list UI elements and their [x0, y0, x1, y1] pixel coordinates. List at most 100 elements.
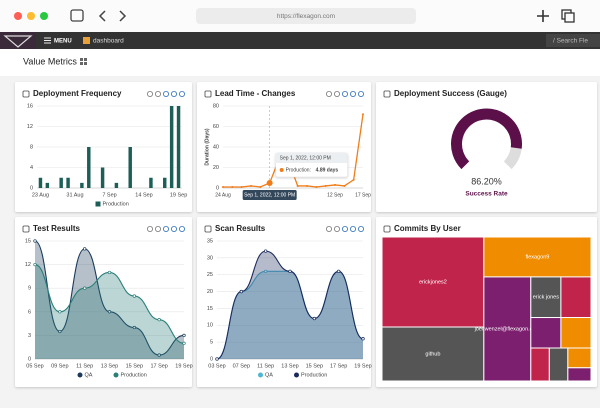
- bar: [80, 182, 84, 188]
- bar: [45, 182, 50, 188]
- y-tick-label: 5: [210, 340, 213, 346]
- menu-label[interactable]: MENU: [54, 39, 72, 45]
- panel-icon: [22, 225, 30, 233]
- treemap-label: erickjones2: [419, 279, 447, 285]
- toolbar-button[interactable]: [325, 91, 332, 98]
- panel-title: Scan Results: [215, 224, 266, 233]
- y-tick-label: 10: [207, 323, 213, 329]
- bar: [87, 147, 91, 188]
- panel-icon: [204, 225, 212, 233]
- x-tick-label: 17 Sep: [330, 363, 347, 369]
- header: [0, 49, 600, 76]
- x-tick-label: 19 Sep: [175, 363, 192, 369]
- point: [83, 247, 87, 251]
- point: [182, 341, 186, 345]
- point: [306, 184, 308, 187]
- gauge-label: Success Rate: [465, 191, 508, 198]
- point: [259, 185, 262, 188]
- x-tick-label: 17 Sep: [355, 192, 371, 198]
- panel-title: Commits By User: [394, 224, 461, 233]
- point: [215, 357, 219, 361]
- bar: [100, 167, 105, 188]
- x-tick-label: 05 Sep: [26, 363, 43, 369]
- area: [35, 264, 184, 359]
- point: [288, 269, 292, 273]
- toolbar-button[interactable]: [341, 91, 348, 98]
- toolbar-button[interactable]: [357, 91, 364, 98]
- x-tick-label: Sep 1, 2022, 12:00 PM: [244, 192, 295, 198]
- legend-swatch: [294, 372, 299, 378]
- x-tick-label: 19 Sep: [170, 192, 187, 198]
- zoom-button[interactable]: [40, 12, 48, 20]
- toolbar-button[interactable]: [154, 225, 161, 232]
- panel-title: Lead Time - Changes: [215, 89, 296, 98]
- toolbar-button[interactable]: [146, 225, 153, 232]
- gauge-track: [503, 146, 522, 170]
- gauge-value-label: 86.20%: [471, 176, 502, 186]
- legend-swatch: [258, 372, 263, 378]
- page-tab[interactable]: dashboard: [93, 38, 124, 45]
- y-tick-label: 0: [216, 185, 219, 191]
- treemap-cell: [381, 236, 485, 328]
- panel-title: Deployment Success (Gauge): [394, 89, 507, 98]
- x-tick-label: 13 Sep: [101, 363, 118, 369]
- toolbar-button[interactable]: [162, 225, 169, 232]
- y-tick-label: 35: [207, 238, 213, 244]
- panel-title: Test Results: [33, 224, 81, 233]
- toolbar-button[interactable]: [170, 225, 177, 232]
- bar: [169, 106, 174, 188]
- toolbar-button[interactable]: [349, 91, 356, 98]
- y-tick-label: 15: [25, 238, 31, 244]
- sidebar-icon[interactable]: [70, 9, 84, 22]
- toolbar-button[interactable]: [341, 225, 348, 232]
- legend-swatch: [113, 372, 119, 378]
- search-box[interactable]: [546, 34, 600, 47]
- point: [132, 325, 136, 330]
- x-tick-label: 03 Sep: [208, 363, 225, 369]
- panel: [376, 82, 597, 212]
- page-icon: [83, 37, 90, 44]
- point: [250, 184, 252, 187]
- y-tick-label: 16: [27, 103, 33, 109]
- toolbar-button[interactable]: [357, 225, 364, 232]
- toolbar-button[interactable]: [170, 91, 177, 98]
- toolbar-button[interactable]: [178, 225, 185, 232]
- toolbar-button[interactable]: [325, 225, 332, 232]
- point: [343, 184, 346, 187]
- toolbar-button[interactable]: [154, 91, 161, 98]
- bar: [176, 106, 181, 188]
- bar: [38, 177, 43, 188]
- treemap-cell: [483, 276, 532, 382]
- grid-icon[interactable]: [80, 58, 83, 61]
- treemap-cell: [483, 236, 592, 278]
- point: [239, 289, 243, 294]
- toolbar-button[interactable]: [178, 91, 185, 98]
- close-button[interactable]: [14, 12, 22, 20]
- y-tick-label: 12: [27, 124, 33, 130]
- logo[interactable]: [3, 35, 33, 48]
- app-nav: [0, 32, 600, 49]
- point: [157, 353, 161, 357]
- panel-icon: [204, 90, 212, 98]
- toolbar-button[interactable]: [349, 225, 356, 232]
- new-tab[interactable]: [537, 10, 549, 22]
- url-bar[interactable]: [196, 8, 416, 24]
- toolbar-button[interactable]: [333, 91, 340, 98]
- point: [231, 185, 234, 188]
- treemap-cell: [548, 347, 569, 382]
- point: [107, 270, 112, 275]
- minimize-button[interactable]: [27, 12, 35, 20]
- nav-arrows[interactable]: [98, 10, 127, 22]
- search-placeholder: / Search Fle: [553, 38, 588, 45]
- legend-label: Production: [103, 201, 129, 207]
- point: [312, 316, 316, 321]
- toolbar-button[interactable]: [162, 91, 169, 98]
- panel: [197, 217, 371, 387]
- menu-icon[interactable]: [44, 37, 51, 44]
- bar: [163, 177, 167, 188]
- toolbar-button[interactable]: [333, 225, 340, 232]
- legend-label: Production: [121, 372, 147, 378]
- toolbar-button[interactable]: [146, 91, 153, 98]
- point: [157, 318, 161, 322]
